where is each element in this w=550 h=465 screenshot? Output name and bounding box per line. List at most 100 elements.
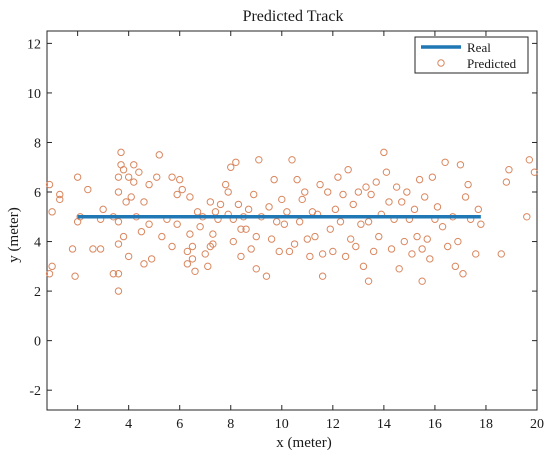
predicted-point xyxy=(68,245,77,253)
predicted-point xyxy=(135,168,143,176)
y-tick-label: 0 xyxy=(34,335,41,350)
predicted-point xyxy=(329,247,337,256)
predicted-point xyxy=(311,232,319,241)
y-axis-label: y (meter) xyxy=(6,207,22,262)
predicted-point xyxy=(369,247,378,256)
axes-frame xyxy=(46,30,538,411)
predicted-point xyxy=(341,252,350,261)
predicted-point xyxy=(237,252,245,261)
predicted-point xyxy=(272,218,281,226)
predicted-point xyxy=(114,287,123,295)
predicted-point xyxy=(173,220,181,228)
predicted-point xyxy=(122,198,130,206)
predicted-point xyxy=(119,232,128,241)
predicted-point xyxy=(204,262,212,271)
predicted-point xyxy=(334,173,342,181)
predicted-point xyxy=(262,272,271,280)
predicted-point xyxy=(293,175,301,184)
predicted-point xyxy=(354,188,363,196)
predicted-point xyxy=(421,193,429,201)
y-tick-label: 8 xyxy=(34,136,41,151)
predicted-point xyxy=(474,205,483,214)
predicted-point xyxy=(395,265,403,273)
predicted-point xyxy=(145,220,153,228)
predicted-point xyxy=(278,195,286,204)
predicted-point xyxy=(191,267,199,275)
predicted-point xyxy=(183,260,192,268)
predicted-point xyxy=(89,245,97,253)
predicted-point xyxy=(242,225,250,233)
predicted-point xyxy=(464,180,472,189)
predicted-point xyxy=(400,237,408,246)
predicted-point xyxy=(392,183,401,191)
predicted-point xyxy=(155,151,163,159)
x-tick-label: 14 xyxy=(377,417,391,432)
predicted-point xyxy=(288,156,296,164)
predicted-point xyxy=(168,242,176,251)
predicted-point xyxy=(137,227,146,236)
predicted-point xyxy=(367,190,375,199)
predicted-point xyxy=(216,200,225,209)
predicted-point xyxy=(140,198,148,206)
predicted-point xyxy=(418,245,426,253)
predicted-point xyxy=(229,237,238,246)
predicted-point xyxy=(298,195,306,204)
predicted-point xyxy=(438,222,447,231)
predicted-point xyxy=(206,198,215,206)
predicted-point xyxy=(477,220,485,228)
predicted-point xyxy=(186,230,194,238)
predicted-point xyxy=(382,168,391,176)
predicted-point xyxy=(380,148,388,157)
predicted-point xyxy=(423,235,431,243)
predicted-point xyxy=(117,148,125,157)
predicted-point xyxy=(306,252,314,261)
x-tick-label: 10 xyxy=(275,417,289,432)
x-tick-label: 20 xyxy=(530,417,544,432)
predicted-point xyxy=(352,242,360,251)
predicted-point xyxy=(252,265,260,273)
chart-title: Predicted Track xyxy=(243,8,344,25)
predicted-point xyxy=(303,235,312,243)
predicted-point xyxy=(364,277,373,285)
predicted-point xyxy=(119,166,128,174)
predicted-point xyxy=(362,183,370,191)
predicted-point xyxy=(502,178,511,186)
predicted-point xyxy=(280,220,289,228)
predicted-point xyxy=(375,232,383,241)
x-tick-label: 12 xyxy=(326,417,340,432)
predicted-point xyxy=(84,185,92,194)
predicted-point xyxy=(290,240,299,248)
predicted-point xyxy=(158,232,166,241)
predicted-point xyxy=(45,180,54,189)
predicted-point xyxy=(196,222,204,231)
predicted-point xyxy=(295,218,304,226)
x-tick-label: 6 xyxy=(176,417,183,432)
y-tick-label: 6 xyxy=(34,186,41,201)
legend-predicted-swatch xyxy=(437,59,445,67)
predicted-point xyxy=(145,180,153,189)
predicted-point xyxy=(193,208,202,216)
predicted-point xyxy=(147,255,156,263)
predicted-point xyxy=(265,203,273,211)
predicted-point xyxy=(209,240,217,248)
predicted-point xyxy=(387,245,396,253)
predicted-point xyxy=(270,175,278,184)
legend-box xyxy=(414,36,529,74)
predicted-point xyxy=(403,188,411,196)
predicted-point xyxy=(497,250,505,258)
predicted-point xyxy=(472,250,480,258)
predicted-point xyxy=(454,237,462,246)
predicted-point xyxy=(232,158,240,166)
x-tick-label: 2 xyxy=(74,417,81,432)
predicted-point xyxy=(250,190,258,199)
predicted-point xyxy=(48,208,56,216)
y-tick-label: 2 xyxy=(34,285,41,300)
predicted-point xyxy=(244,205,253,214)
predicted-point xyxy=(188,242,197,251)
predicted-point xyxy=(443,242,452,251)
predicted-point xyxy=(324,188,332,196)
predicted-point xyxy=(114,173,123,181)
predicted-point xyxy=(398,198,406,206)
